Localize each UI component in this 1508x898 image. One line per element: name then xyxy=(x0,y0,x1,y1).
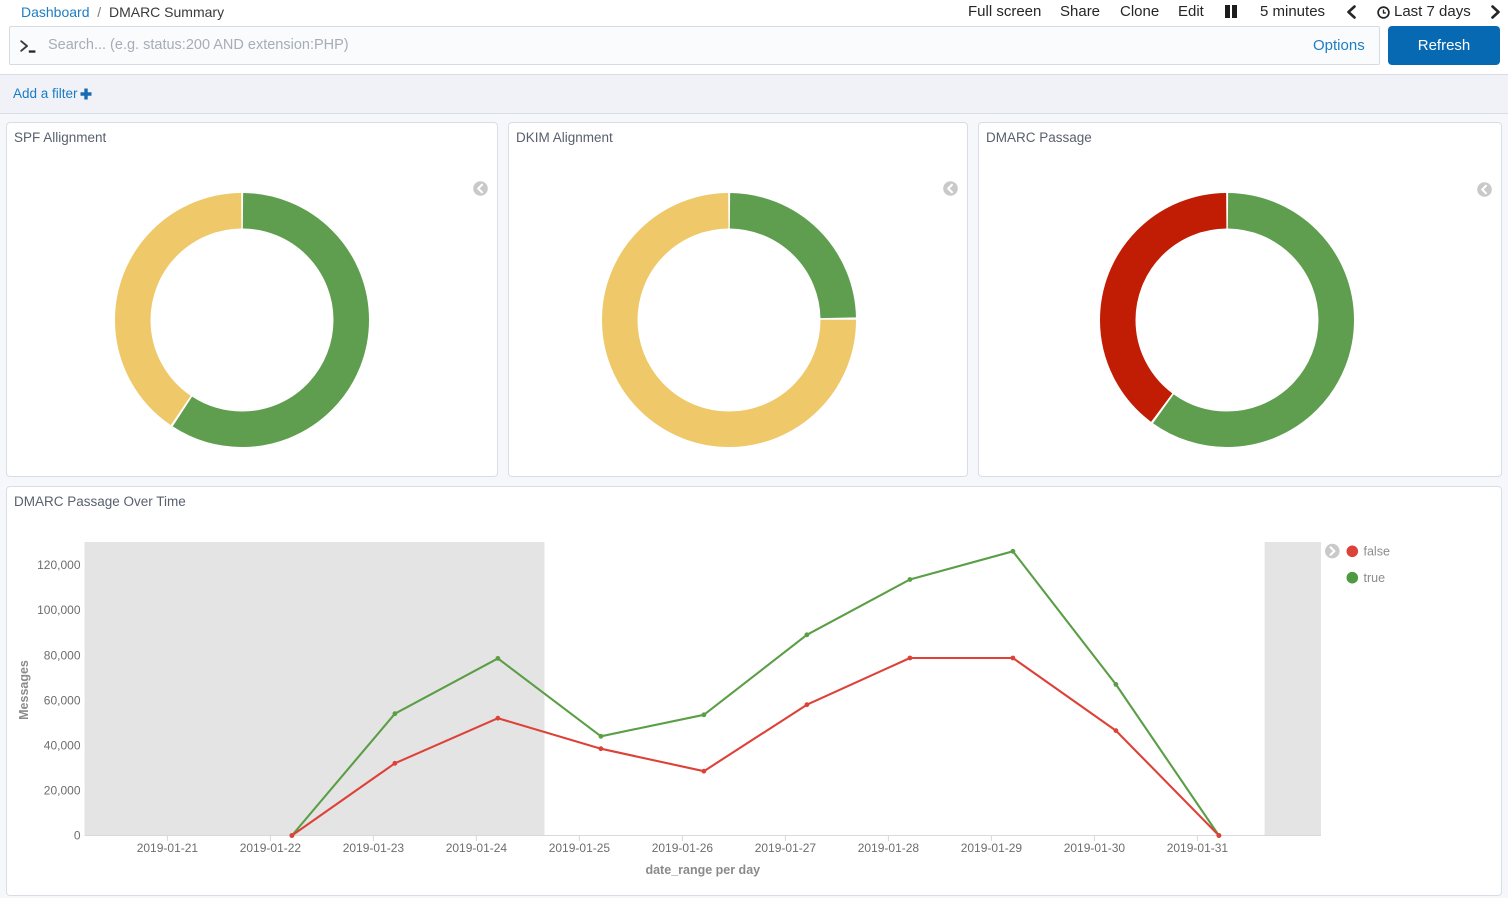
svg-text:100,000: 100,000 xyxy=(37,603,81,617)
svg-text:2019-01-26: 2019-01-26 xyxy=(652,841,714,855)
svg-text:2019-01-21: 2019-01-21 xyxy=(137,841,199,855)
svg-text:40,000: 40,000 xyxy=(44,739,81,753)
svg-text:2019-01-28: 2019-01-28 xyxy=(858,841,920,855)
svg-text:false: false xyxy=(1364,545,1390,559)
svg-text:Messages: Messages xyxy=(17,660,31,720)
svg-text:2019-01-25: 2019-01-25 xyxy=(549,841,611,855)
svg-text:date_range per day: date_range per day xyxy=(645,863,760,877)
svg-text:120,000: 120,000 xyxy=(37,558,81,572)
svg-text:2019-01-27: 2019-01-27 xyxy=(755,841,817,855)
svg-text:80,000: 80,000 xyxy=(44,648,81,662)
svg-text:2019-01-24: 2019-01-24 xyxy=(446,841,508,855)
svg-text:20,000: 20,000 xyxy=(44,784,81,798)
svg-text:60,000: 60,000 xyxy=(44,693,81,707)
svg-text:2019-01-30: 2019-01-30 xyxy=(1064,841,1126,855)
svg-text:2019-01-31: 2019-01-31 xyxy=(1167,841,1229,855)
svg-text:2019-01-22: 2019-01-22 xyxy=(240,841,302,855)
svg-text:2019-01-23: 2019-01-23 xyxy=(343,841,405,855)
svg-text:0: 0 xyxy=(74,829,81,843)
svg-text:true: true xyxy=(1364,571,1386,585)
svg-text:2019-01-29: 2019-01-29 xyxy=(961,841,1023,855)
